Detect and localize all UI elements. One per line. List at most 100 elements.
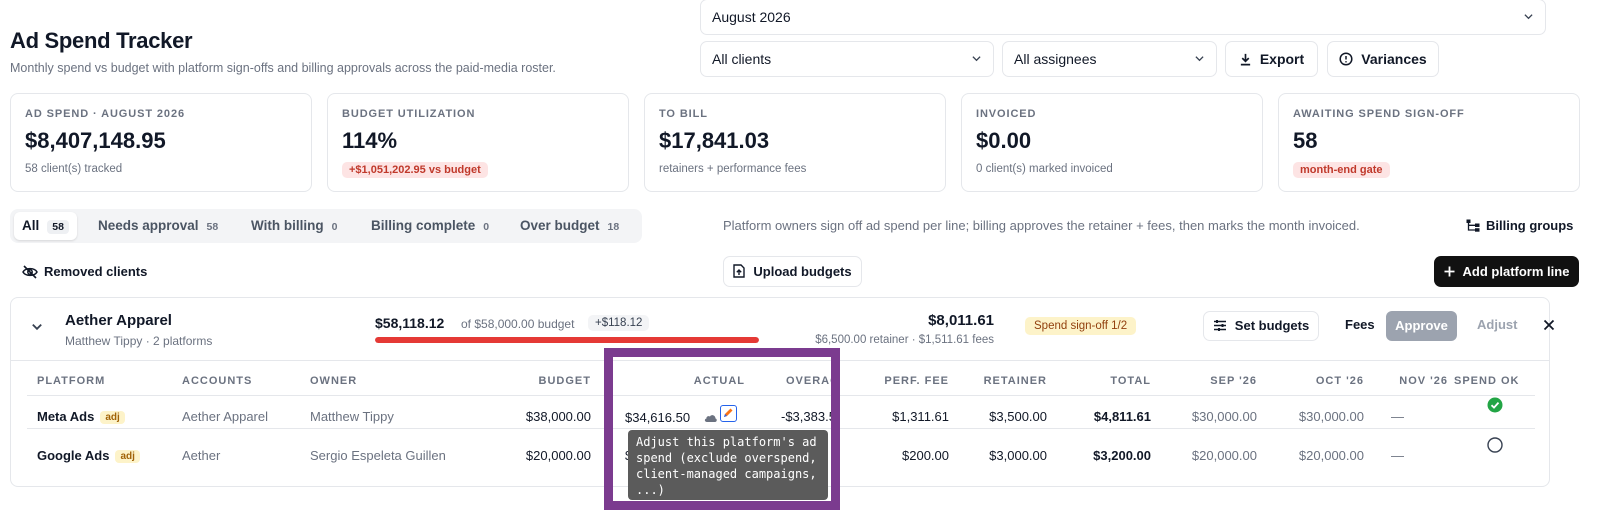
hierarchy-icon [1466,219,1480,232]
table-cell-overage: -$3,383.5 [781,409,836,424]
adjust-tooltip: Adjust this platform's ad spend (exclude… [628,430,828,500]
tab-count: 58 [47,220,69,234]
billing-breakdown: $6,500.00 retainer · $1,511.61 fees [815,334,994,346]
sliders-icon [1213,320,1226,331]
fees-button[interactable]: Fees [1345,317,1375,332]
stat-label: AD SPEND · AUGUST 2026 [25,108,185,120]
file-upload-icon [733,264,746,278]
stat-note: retainers + performance fees [659,163,807,175]
eye-off-icon [22,265,38,279]
upload-budgets-label: Upload budgets [753,264,852,279]
variances-button[interactable]: Variances [1327,41,1439,77]
col-header-total: TOTAL [1110,375,1151,387]
tooltip-line: spend (exclude overspend, [636,451,817,465]
stat-card-budget-utilization: BUDGET UTILIZATION 114% +$1,051,202.95 v… [327,93,629,192]
col-header-nov: NOV '26 [1399,375,1448,387]
upload-budgets-button[interactable]: Upload budgets [723,256,862,287]
set-budgets-button[interactable]: Set budgets [1203,311,1319,341]
stat-card-invoiced: INVOICED $0.00 0 client(s) marked invoic… [961,93,1263,192]
col-header-perf-fee: PERF. FEE [884,375,949,387]
billing-groups-label: Billing groups [1486,218,1574,233]
approve-button[interactable]: Approve [1386,311,1457,341]
client-name[interactable]: Aether Apparel [65,312,172,329]
billing-groups-link[interactable]: Billing groups [1466,218,1573,233]
page-subtitle: Monthly spend vs budget with platform si… [10,61,556,75]
col-header-sep: SEP '26 [1210,375,1257,387]
table-cell-total: $3,200.00 [1093,448,1151,463]
table-cell-budget: $20,000.00 [525,448,591,463]
signoff-status-badge: Spend sign-off 1/2 [1025,317,1137,335]
unchecked-circle-icon[interactable] [1487,437,1503,453]
cloud-icon [704,415,717,422]
col-header-retainer: RETAINER [983,375,1047,387]
filter-tabs: All 58 Needs approval 58 With billing 0 Bil… [10,209,642,243]
col-header-platform: PLATFORM [37,375,106,387]
client-spend-amount: $58,118.12 [375,315,445,331]
tab-label: Billing complete [371,218,476,233]
col-header-owner: OWNER [310,375,358,387]
col-header-accounts: ACCOUNTS [182,375,253,387]
table-cell-oct: $30,000.00 [1298,409,1364,424]
client-filter-value: All clients [712,51,772,67]
set-budgets-label: Set budgets [1234,318,1310,333]
table-cell-sep: $20,000.00 [1191,448,1257,463]
page-title: Ad Spend Tracker [10,28,193,53]
adjust-button[interactable]: Adjust [1477,317,1518,332]
table-cell-perf-fee: $1,311.61 [892,409,949,424]
stat-label: BUDGET UTILIZATION [342,108,476,120]
export-button[interactable]: Export [1225,41,1318,77]
status-badge: month-end gate [1293,162,1390,178]
client-budget-text: of $58,000.00 budget [461,317,575,331]
table-cell-account: Aether Apparel [182,409,269,424]
tab-billing-complete[interactable]: Billing complete 0 [363,212,497,240]
table-cell-total: $4,811.61 [1093,409,1151,424]
edit-actual-button[interactable] [720,405,737,422]
pencil-icon [724,408,733,417]
divider [27,395,1535,396]
assignee-filter-select[interactable]: All assignees [1002,41,1217,77]
client-group-header: Aether Apparel Matthew Tippy · 2 platfor… [11,298,1555,361]
removed-clients-label: Removed clients [44,264,148,279]
col-header-oct: OCT '26 [1315,375,1364,387]
removed-clients-toggle[interactable]: Removed clients [22,264,147,279]
export-label: Export [1259,51,1305,67]
client-meta: Matthew Tippy · 2 platforms [65,334,213,348]
chevron-down-icon[interactable] [31,321,43,333]
chevron-down-icon [972,56,981,62]
over-budget-pill: +$118.12 [588,315,650,331]
alert-circle-icon [1339,52,1353,66]
status-badge: +$1,051,202.95 vs budget [342,162,488,178]
stat-label: INVOICED [976,108,1037,120]
tab-with-billing[interactable]: With billing 0 [243,212,345,240]
tab-needs-approval[interactable]: Needs approval 58 [90,212,226,240]
assignee-filter-value: All assignees [1014,51,1097,67]
tab-label: Needs approval [98,218,199,233]
table-row-platform: Google Ads adj [37,448,140,463]
stat-note: 58 client(s) tracked [25,163,123,175]
month-select[interactable]: August 2026 [700,0,1546,35]
budget-progress-fill [375,337,759,343]
stat-value: $8,407,148.95 [25,128,166,153]
close-icon[interactable] [1543,319,1555,331]
table-cell-perf-fee: $200.00 [902,448,949,463]
tooltip-line: Adjust this platform's ad [636,435,817,449]
stat-value: $17,841.03 [659,128,770,153]
workflow-help-text: Platform owners sign off ad spend per li… [723,218,1360,233]
table-cell-nov: — [1391,448,1404,463]
tab-label: With billing [251,218,324,233]
add-platform-line-button[interactable]: Add platform line [1434,256,1579,287]
stat-card-awaiting-signoff: AWAITING SPEND SIGN-OFF 58 month-end gat… [1278,93,1580,192]
stat-label: TO BILL [659,108,708,120]
table-cell-actual: $34,616.50 [625,410,691,425]
billing-total: $8,011.61 [928,312,994,329]
stat-card-to-bill: TO BILL $17,841.03 retainers + performan… [644,93,946,192]
tab-over-budget[interactable]: Over budget 18 [512,212,627,240]
check-circle-icon[interactable] [1487,397,1503,413]
plus-icon [1444,266,1455,277]
client-filter-select[interactable]: All clients [700,41,994,77]
table-cell-nov: — [1391,409,1404,424]
download-icon [1240,53,1250,66]
col-header-actual: ACTUAL [693,375,745,387]
tab-all[interactable]: All 58 [14,212,77,240]
tab-count: 0 [331,221,338,233]
